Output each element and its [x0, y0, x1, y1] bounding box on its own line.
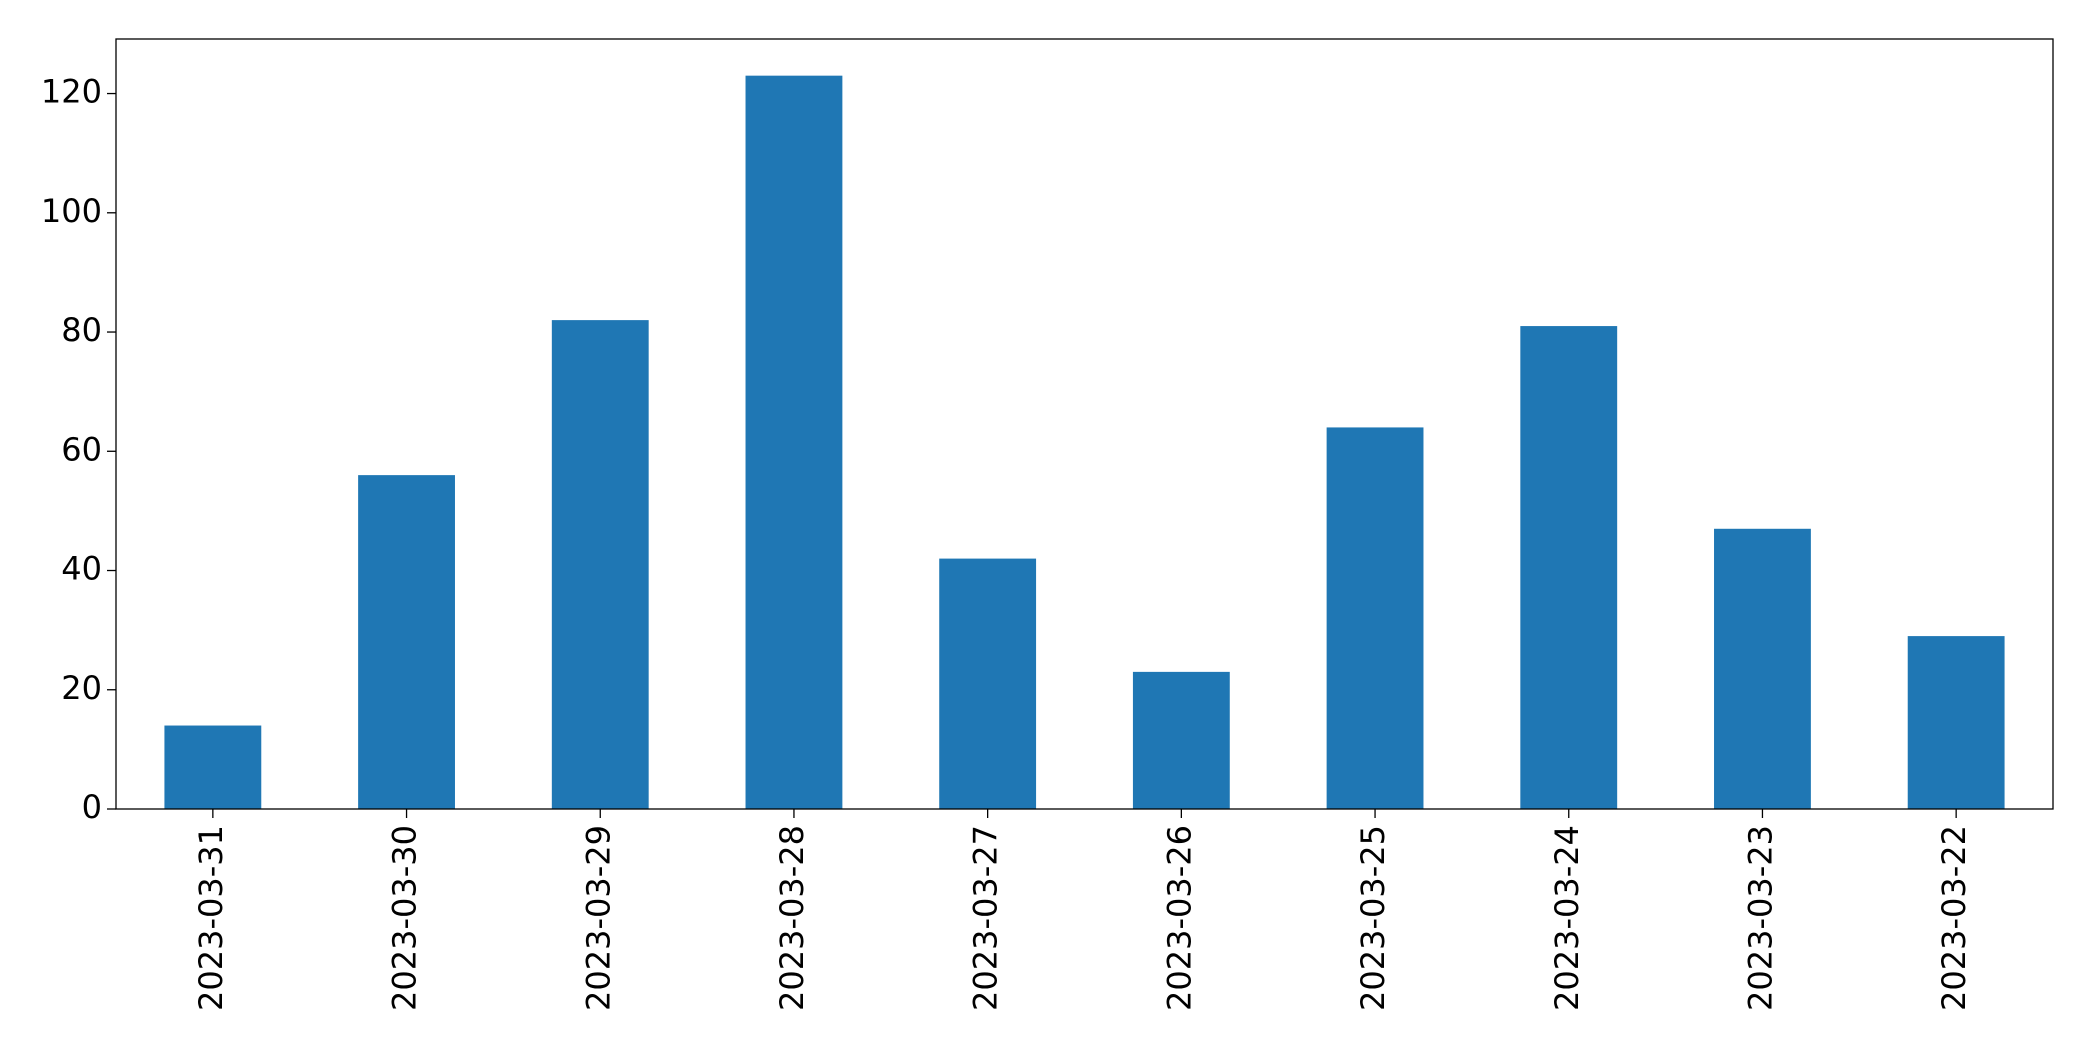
bar	[358, 475, 455, 809]
bar	[1132, 671, 1230, 809]
y-tick-label: 0	[82, 788, 102, 826]
x-tick-label: 2023-03-25	[1354, 825, 1392, 1011]
x-tick-label: 2023-03-26	[1160, 825, 1198, 1011]
y-tick-label: 60	[61, 430, 102, 468]
y-tick-label: 120	[41, 73, 102, 111]
y-tick-label: 40	[61, 550, 102, 588]
x-tick-label: 2023-03-24	[1548, 825, 1586, 1011]
bar	[1907, 636, 2005, 809]
bar	[1714, 528, 1811, 809]
x-tick-label: 2023-03-28	[773, 825, 811, 1011]
bar	[939, 558, 1037, 809]
x-tick-label: 2023-03-29	[579, 825, 617, 1011]
bar	[1326, 427, 1424, 809]
x-tick-label: 2023-03-23	[1741, 825, 1779, 1011]
bar	[1520, 326, 1618, 809]
plot-frame	[115, 38, 2054, 810]
bar	[164, 725, 262, 809]
bar	[745, 75, 843, 809]
x-tick-label: 2023-03-31	[192, 825, 230, 1011]
y-tick-label: 80	[61, 311, 102, 349]
bar	[551, 320, 649, 809]
y-tick-label: 100	[41, 192, 102, 230]
x-tick-label: 2023-03-30	[386, 825, 424, 1011]
x-tick-label: 2023-03-27	[967, 825, 1005, 1011]
x-tick-label: 2023-03-22	[1935, 825, 1973, 1011]
y-tick-label: 20	[61, 669, 102, 707]
